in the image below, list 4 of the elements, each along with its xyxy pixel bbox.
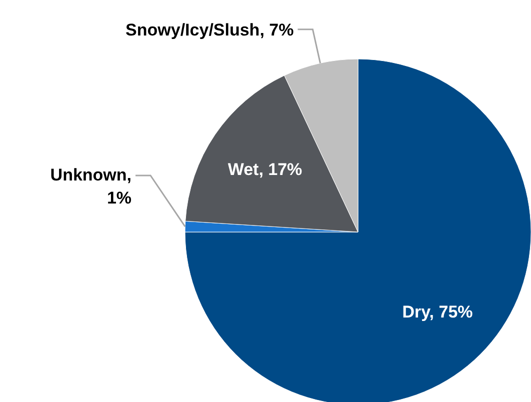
slice-label: Unknown, 1% (50, 165, 132, 208)
slice-label: Wet, 17% (228, 160, 302, 179)
slice-label: Snowy/Icy/Slush, 7% (126, 20, 294, 40)
slice-label: Dry, 75% (402, 302, 473, 322)
